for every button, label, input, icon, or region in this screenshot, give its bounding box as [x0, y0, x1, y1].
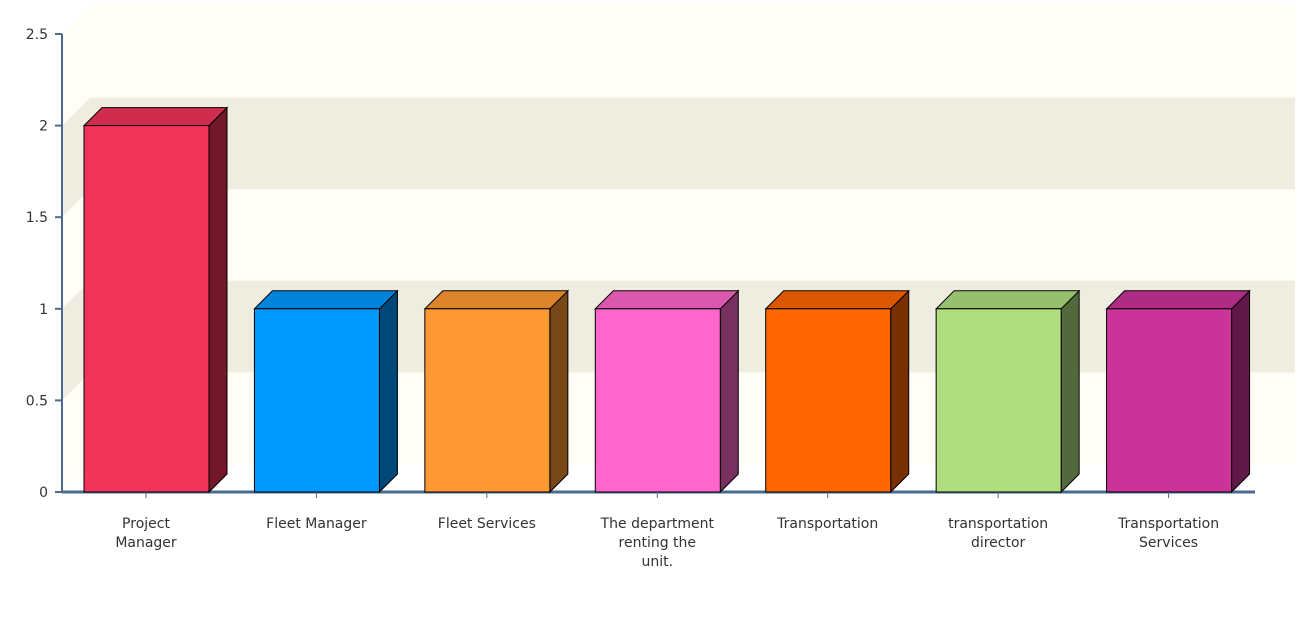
bar-front: [83, 125, 210, 493]
x-tick-label: transportation director: [948, 516, 1048, 551]
x-tick-label-line: Project: [122, 516, 170, 532]
x-tick-label: Project Manager: [115, 516, 177, 551]
x-tick-label: Fleet Manager: [266, 516, 367, 532]
bar-front: [424, 308, 551, 493]
y-tick-label: 1: [39, 302, 48, 318]
bar-side: [208, 106, 228, 494]
bar-front: [935, 308, 1062, 493]
x-tick-label-line: Services: [1139, 535, 1198, 551]
bar-top: [423, 290, 570, 310]
x-tick-label-line: transportation: [948, 516, 1048, 532]
bar-top: [934, 290, 1081, 310]
bar-front: [253, 308, 380, 493]
x-tick-label-line: Transportation: [1117, 516, 1219, 532]
bar: [423, 289, 570, 494]
x-tick-label-line: The department: [600, 516, 715, 532]
x-tick-label: Transportation Services: [1117, 516, 1219, 551]
grid-band: [62, 97, 1295, 218]
bar: [594, 289, 740, 494]
bar: [1105, 289, 1251, 494]
bar-front: [765, 308, 892, 493]
bar-top: [1105, 290, 1251, 310]
bar-side: [1231, 289, 1251, 494]
bar-top: [594, 290, 740, 310]
y-tick-label: 0.5: [26, 393, 48, 409]
bar: [934, 289, 1081, 494]
x-tick-label-line: Fleet Manager: [266, 516, 367, 532]
bar-side: [719, 289, 739, 494]
bar-side: [890, 289, 910, 494]
bar-top: [764, 290, 910, 310]
x-tick-label-line: Manager: [115, 535, 177, 551]
y-tick-label: 2.5: [26, 27, 48, 43]
y-tick-label: 2: [39, 119, 48, 135]
x-tick-label: Transportation: [776, 516, 878, 532]
x-tick-label-line: director: [971, 535, 1026, 551]
x-tick-label: The department renting the unit.: [600, 516, 715, 570]
bar-top: [253, 290, 399, 310]
bar-side: [378, 289, 398, 494]
x-tick-label-line: renting the: [619, 535, 697, 551]
bar: [82, 106, 229, 494]
x-tick-label-line: unit.: [641, 554, 673, 570]
bar-front: [1106, 308, 1233, 493]
x-tick-label-line: Fleet Services: [438, 516, 536, 532]
bar: [253, 289, 399, 494]
bar: [764, 289, 910, 494]
y-tick-label: 1.5: [26, 210, 48, 226]
bar-front: [594, 308, 721, 493]
bar-top: [82, 107, 229, 127]
y-tick-label: 0: [39, 485, 48, 501]
x-tick-label: Fleet Services: [438, 516, 536, 532]
x-tick-label-line: Transportation: [776, 516, 878, 532]
bar-side: [549, 289, 569, 494]
bar-side: [1060, 289, 1080, 494]
